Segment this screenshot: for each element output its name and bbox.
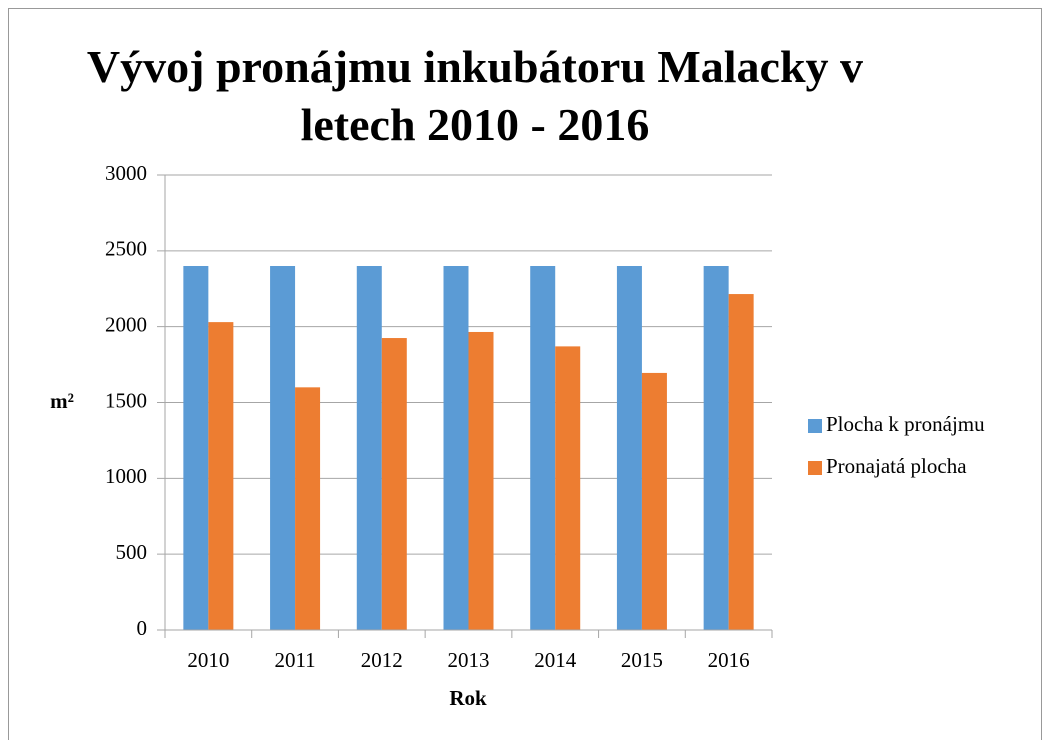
chart-title: Vývoj pronájmu inkubátoru Malacky v lete…: [86, 41, 864, 150]
y-tick-label: 1000: [105, 464, 147, 488]
x-axis-label: Rok: [449, 686, 487, 710]
bar: [641, 372, 667, 630]
y-axis-label: m²: [50, 389, 74, 413]
y-tick-label: 2000: [105, 312, 147, 336]
x-tick-label: 2016: [708, 648, 750, 672]
legend-swatch: [808, 419, 822, 433]
legend-label: Pronajatá plocha: [826, 454, 967, 478]
x-tick-label: 2012: [361, 648, 403, 672]
bar: [295, 387, 321, 630]
y-tick-label: 3000: [105, 161, 147, 185]
y-tick-label: 2500: [105, 237, 147, 261]
legend-label: Plocha k pronájmu: [826, 412, 985, 436]
bar: [443, 266, 469, 630]
bar: [728, 294, 754, 630]
legend-swatch: [808, 461, 822, 475]
x-tick-label: 2013: [448, 648, 490, 672]
bar: [555, 346, 581, 630]
bar: [530, 266, 556, 630]
chart-frame: [8, 8, 1042, 740]
x-tick-label: 2011: [274, 648, 315, 672]
x-tick-label: 2015: [621, 648, 663, 672]
x-tick-label: 2014: [534, 648, 577, 672]
y-tick-label: 1500: [105, 388, 147, 412]
y-tick-label: 500: [116, 540, 148, 564]
bar: [381, 338, 407, 630]
bar: [468, 331, 494, 630]
bar: [183, 266, 209, 630]
x-tick-label: 2010: [187, 648, 229, 672]
bar: [270, 266, 296, 630]
bar: [703, 266, 729, 630]
bar: [616, 266, 642, 630]
bar: [356, 266, 382, 630]
bar: [208, 322, 234, 630]
y-tick-label: 0: [137, 616, 148, 640]
